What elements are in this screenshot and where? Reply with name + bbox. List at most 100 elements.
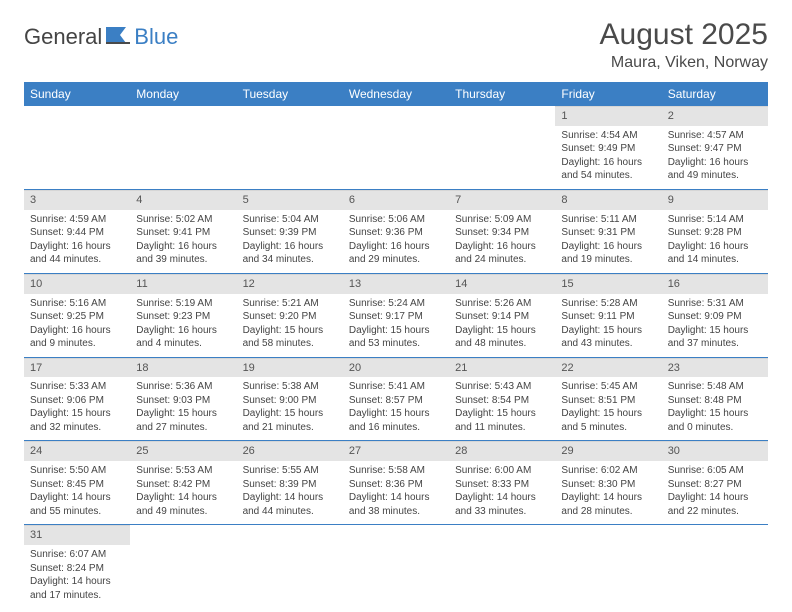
weekday-header: Friday: [555, 82, 661, 106]
daylight-text: Daylight: 15 hours and 32 minutes.: [30, 407, 124, 434]
daylight-text: Daylight: 14 hours and 38 minutes.: [349, 491, 443, 518]
sunset-text: Sunset: 8:54 PM: [455, 394, 549, 408]
sunset-text: Sunset: 8:45 PM: [30, 478, 124, 492]
calendar-day-cell: [662, 525, 768, 608]
calendar-day-cell: 10Sunrise: 5:16 AMSunset: 9:25 PMDayligh…: [24, 273, 130, 357]
day-content: Sunrise: 5:53 AMSunset: 8:42 PMDaylight:…: [130, 461, 236, 524]
calendar-day-cell: 29Sunrise: 6:02 AMSunset: 8:30 PMDayligh…: [555, 441, 661, 525]
sunrise-text: Sunrise: 5:58 AM: [349, 464, 443, 478]
sunrise-text: Sunrise: 5:43 AM: [455, 380, 549, 394]
day-number: 15: [555, 274, 661, 294]
daylight-text: Daylight: 16 hours and 39 minutes.: [136, 240, 230, 267]
daylight-text: Daylight: 15 hours and 11 minutes.: [455, 407, 549, 434]
day-number: 31: [24, 525, 130, 545]
sunset-text: Sunset: 9:00 PM: [243, 394, 337, 408]
daylight-text: Daylight: 14 hours and 55 minutes.: [30, 491, 124, 518]
calendar-day-cell: [343, 525, 449, 608]
sunset-text: Sunset: 9:23 PM: [136, 310, 230, 324]
calendar-day-cell: 11Sunrise: 5:19 AMSunset: 9:23 PMDayligh…: [130, 273, 236, 357]
sunrise-text: Sunrise: 6:02 AM: [561, 464, 655, 478]
sunset-text: Sunset: 9:20 PM: [243, 310, 337, 324]
logo-text-general: General: [24, 24, 102, 50]
day-content: Sunrise: 5:26 AMSunset: 9:14 PMDaylight:…: [449, 294, 555, 357]
calendar-week-row: 31Sunrise: 6:07 AMSunset: 8:24 PMDayligh…: [24, 525, 768, 608]
daylight-text: Daylight: 16 hours and 4 minutes.: [136, 324, 230, 351]
day-content: Sunrise: 6:07 AMSunset: 8:24 PMDaylight:…: [24, 545, 130, 608]
day-number: 16: [662, 274, 768, 294]
calendar-day-cell: 23Sunrise: 5:48 AMSunset: 8:48 PMDayligh…: [662, 357, 768, 441]
sunrise-text: Sunrise: 5:41 AM: [349, 380, 443, 394]
day-content: Sunrise: 5:48 AMSunset: 8:48 PMDaylight:…: [662, 377, 768, 440]
daylight-text: Daylight: 15 hours and 0 minutes.: [668, 407, 762, 434]
calendar-day-cell: 25Sunrise: 5:53 AMSunset: 8:42 PMDayligh…: [130, 441, 236, 525]
day-number: 20: [343, 358, 449, 378]
day-content: Sunrise: 4:57 AMSunset: 9:47 PMDaylight:…: [662, 126, 768, 189]
day-number: 29: [555, 441, 661, 461]
calendar-day-cell: 6Sunrise: 5:06 AMSunset: 9:36 PMDaylight…: [343, 189, 449, 273]
sunset-text: Sunset: 9:06 PM: [30, 394, 124, 408]
daylight-text: Daylight: 14 hours and 44 minutes.: [243, 491, 337, 518]
day-content: Sunrise: 5:14 AMSunset: 9:28 PMDaylight:…: [662, 210, 768, 273]
day-content: Sunrise: 5:55 AMSunset: 8:39 PMDaylight:…: [237, 461, 343, 524]
daylight-text: Daylight: 15 hours and 27 minutes.: [136, 407, 230, 434]
daylight-text: Daylight: 15 hours and 16 minutes.: [349, 407, 443, 434]
calendar-week-row: 3Sunrise: 4:59 AMSunset: 9:44 PMDaylight…: [24, 189, 768, 273]
calendar-day-cell: 8Sunrise: 5:11 AMSunset: 9:31 PMDaylight…: [555, 189, 661, 273]
calendar-day-cell: 2Sunrise: 4:57 AMSunset: 9:47 PMDaylight…: [662, 106, 768, 189]
weekday-header: Thursday: [449, 82, 555, 106]
day-number: 26: [237, 441, 343, 461]
header: General Blue August 2025 Maura, Viken, N…: [24, 18, 768, 72]
day-number: 5: [237, 190, 343, 210]
calendar-day-cell: [237, 525, 343, 608]
sunset-text: Sunset: 9:39 PM: [243, 226, 337, 240]
sunset-text: Sunset: 9:31 PM: [561, 226, 655, 240]
sunset-text: Sunset: 9:17 PM: [349, 310, 443, 324]
calendar-day-cell: [449, 525, 555, 608]
calendar-day-cell: 13Sunrise: 5:24 AMSunset: 9:17 PMDayligh…: [343, 273, 449, 357]
day-number: 7: [449, 190, 555, 210]
day-number: 25: [130, 441, 236, 461]
calendar-day-cell: 31Sunrise: 6:07 AMSunset: 8:24 PMDayligh…: [24, 525, 130, 608]
day-content: Sunrise: 5:06 AMSunset: 9:36 PMDaylight:…: [343, 210, 449, 273]
sunrise-text: Sunrise: 5:48 AM: [668, 380, 762, 394]
weekday-header: Sunday: [24, 82, 130, 106]
day-number: 12: [237, 274, 343, 294]
sunset-text: Sunset: 9:36 PM: [349, 226, 443, 240]
daylight-text: Daylight: 15 hours and 37 minutes.: [668, 324, 762, 351]
day-content: Sunrise: 5:45 AMSunset: 8:51 PMDaylight:…: [555, 377, 661, 440]
sunrise-text: Sunrise: 5:16 AM: [30, 297, 124, 311]
day-content: Sunrise: 5:36 AMSunset: 9:03 PMDaylight:…: [130, 377, 236, 440]
day-number: 11: [130, 274, 236, 294]
calendar-day-cell: 20Sunrise: 5:41 AMSunset: 8:57 PMDayligh…: [343, 357, 449, 441]
day-number: 27: [343, 441, 449, 461]
sunset-text: Sunset: 8:33 PM: [455, 478, 549, 492]
day-content: Sunrise: 6:00 AMSunset: 8:33 PMDaylight:…: [449, 461, 555, 524]
sunrise-text: Sunrise: 5:21 AM: [243, 297, 337, 311]
calendar-week-row: 1Sunrise: 4:54 AMSunset: 9:49 PMDaylight…: [24, 106, 768, 189]
day-number: 19: [237, 358, 343, 378]
calendar-day-cell: 17Sunrise: 5:33 AMSunset: 9:06 PMDayligh…: [24, 357, 130, 441]
sunrise-text: Sunrise: 5:26 AM: [455, 297, 549, 311]
day-content: Sunrise: 5:09 AMSunset: 9:34 PMDaylight:…: [449, 210, 555, 273]
calendar-day-cell: 5Sunrise: 5:04 AMSunset: 9:39 PMDaylight…: [237, 189, 343, 273]
day-content: Sunrise: 5:43 AMSunset: 8:54 PMDaylight:…: [449, 377, 555, 440]
calendar-day-cell: 21Sunrise: 5:43 AMSunset: 8:54 PMDayligh…: [449, 357, 555, 441]
calendar-day-cell: 30Sunrise: 6:05 AMSunset: 8:27 PMDayligh…: [662, 441, 768, 525]
day-content: Sunrise: 6:05 AMSunset: 8:27 PMDaylight:…: [662, 461, 768, 524]
weekday-header: Monday: [130, 82, 236, 106]
day-content: Sunrise: 5:33 AMSunset: 9:06 PMDaylight:…: [24, 377, 130, 440]
calendar-day-cell: 24Sunrise: 5:50 AMSunset: 8:45 PMDayligh…: [24, 441, 130, 525]
sunrise-text: Sunrise: 5:28 AM: [561, 297, 655, 311]
title-block: August 2025 Maura, Viken, Norway: [600, 18, 768, 72]
daylight-text: Daylight: 16 hours and 14 minutes.: [668, 240, 762, 267]
sunset-text: Sunset: 9:28 PM: [668, 226, 762, 240]
logo: General Blue: [24, 24, 178, 50]
sunset-text: Sunset: 9:49 PM: [561, 142, 655, 156]
calendar-day-cell: 15Sunrise: 5:28 AMSunset: 9:11 PMDayligh…: [555, 273, 661, 357]
day-content: Sunrise: 5:28 AMSunset: 9:11 PMDaylight:…: [555, 294, 661, 357]
day-number: 24: [24, 441, 130, 461]
daylight-text: Daylight: 16 hours and 9 minutes.: [30, 324, 124, 351]
sunrise-text: Sunrise: 5:55 AM: [243, 464, 337, 478]
calendar-week-row: 17Sunrise: 5:33 AMSunset: 9:06 PMDayligh…: [24, 357, 768, 441]
calendar-day-cell: 12Sunrise: 5:21 AMSunset: 9:20 PMDayligh…: [237, 273, 343, 357]
